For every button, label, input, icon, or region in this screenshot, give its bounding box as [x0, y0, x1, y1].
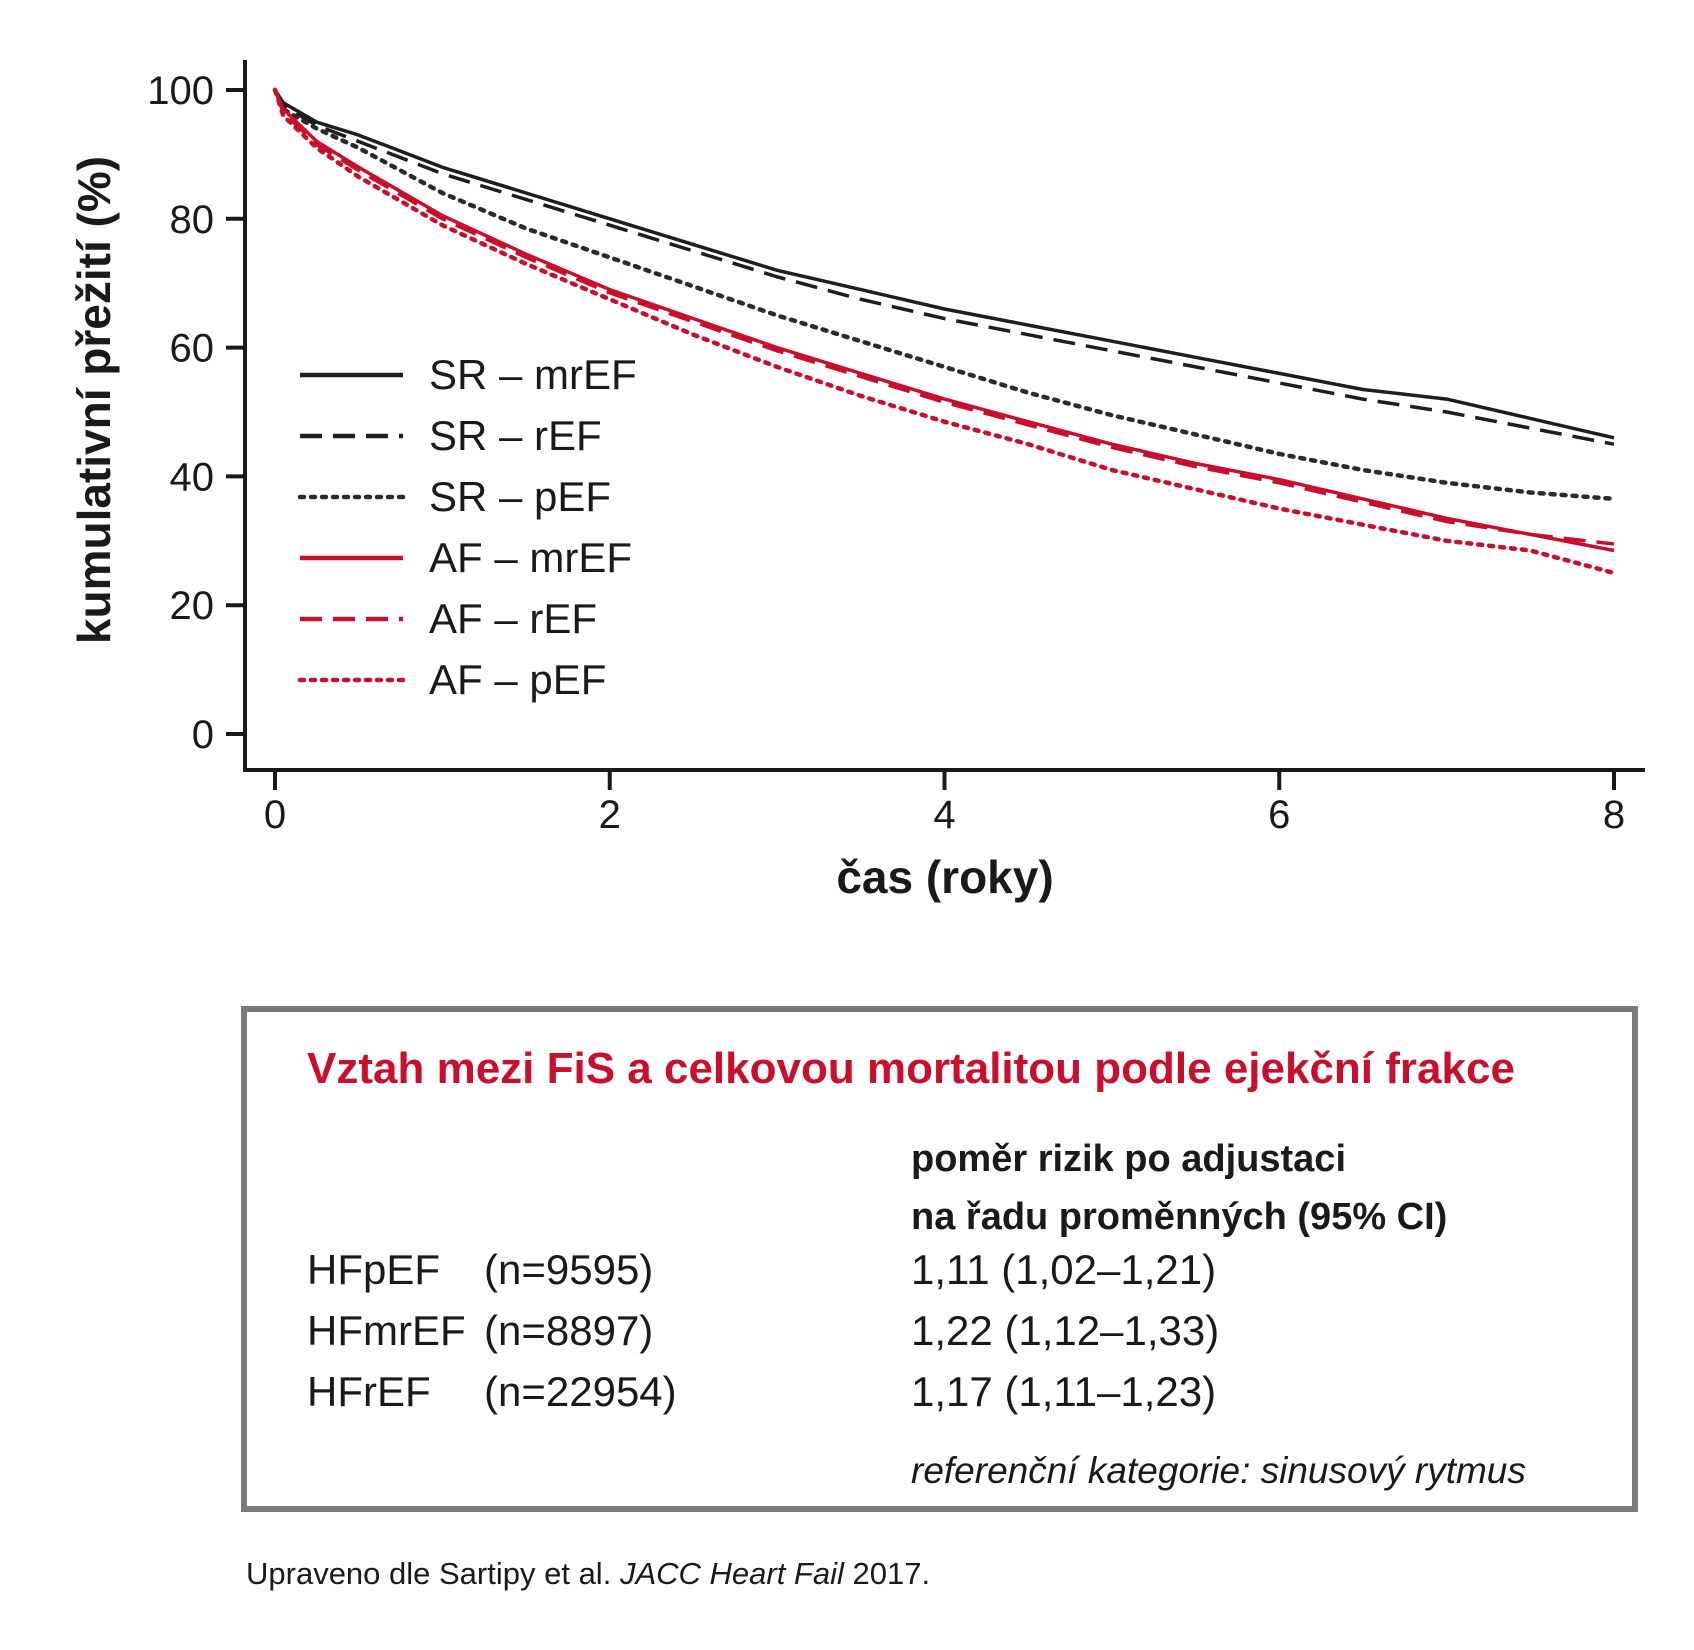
legend-label: SR – pEF [429, 473, 611, 520]
hazard-ratio: 1,11 (1,02–1,21) [911, 1246, 1217, 1293]
y-axis: 0 20 40 60 80 100 [147, 60, 247, 772]
series-line [272, 87, 1617, 576]
y-tick-label: 0 [192, 713, 214, 757]
y-tick-label: 80 [170, 198, 215, 242]
series-line [273, 89, 1615, 546]
source-journal: JACC Heart Fail [619, 1556, 844, 1591]
legend: SR – mrEF SR – rEF SR – pEF AF – mrEF AF – r… [297, 351, 637, 703]
group-name: HFpEF [307, 1246, 441, 1293]
y-tick-label: 100 [147, 69, 214, 113]
source-year: 2017. [843, 1556, 931, 1591]
hazard-ratio: 1,17 (1,11–1,23) [911, 1368, 1217, 1415]
x-tick-label: 0 [264, 793, 286, 837]
y-tick-label: 20 [170, 584, 215, 628]
series-line [273, 89, 1615, 553]
column-header-line-1: poměr rizik po adjustaci [911, 1138, 1346, 1180]
group-count: (n=8897) [484, 1307, 654, 1354]
y-tick-label: 40 [170, 455, 215, 499]
group-name: HFrEF [307, 1368, 431, 1415]
survival-chart: 0 20 40 60 80 100 0 2 4 6 8 čas (roky) kumulativn… [68, 60, 1645, 903]
y-axis-title: kumulativní přežití (%) [68, 156, 120, 644]
legend-label: AF – mrEF [429, 534, 632, 581]
series-line [273, 89, 1615, 440]
column-header-line-2: na řadu proměnných (95% CI) [911, 1196, 1448, 1238]
table-title: Vztah mezi FiS a celkovou mortalitou pod… [307, 1044, 1515, 1093]
x-axis-title: čas (roky) [836, 851, 1053, 903]
series-line [273, 89, 1615, 446]
series-lines [272, 87, 1617, 576]
legend-label: SR – rEF [429, 412, 602, 459]
group-name: HFmrEF [307, 1307, 466, 1354]
x-tick-label: 6 [1268, 793, 1290, 837]
group-count: (n=9595) [484, 1246, 654, 1293]
source-citation: Upraveno dle Sartipy et al. JACC Heart F… [246, 1556, 930, 1592]
y-tick-label: 60 [170, 327, 215, 371]
column-header: poměr rizik po adjustaci na řadu proměnn… [911, 1130, 1447, 1246]
x-tick-label: 8 [1603, 793, 1625, 837]
group-count: (n=22954) [484, 1368, 677, 1415]
x-tick-label: 2 [599, 793, 621, 837]
legend-label: AF – pEF [429, 656, 606, 703]
hazard-ratio: 1,22 (1,12–1,33) [911, 1307, 1220, 1354]
legend-label: AF – rEF [429, 595, 597, 642]
reference-note: referenční kategorie: sinusový rytmus [911, 1450, 1526, 1491]
source-prefix: Upraveno dle Sartipy et al. [246, 1556, 620, 1591]
legend-label: SR – mrEF [429, 351, 637, 398]
x-axis: 0 2 4 6 8 [243, 768, 1645, 837]
hazard-ratio-box: Vztah mezi FiS a celkovou mortalitou pod… [241, 1006, 1638, 1512]
x-tick-label: 4 [933, 793, 955, 837]
